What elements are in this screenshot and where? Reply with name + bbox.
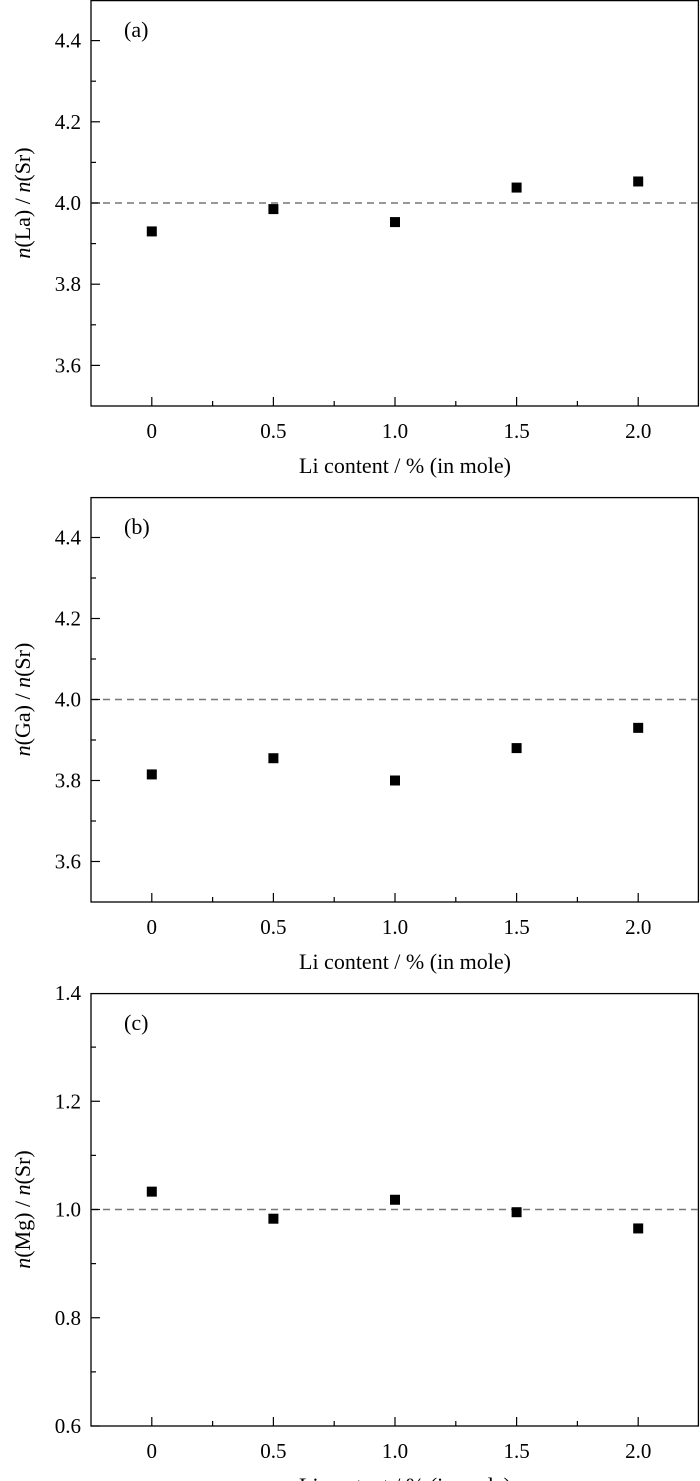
panel-label: (a) (124, 17, 148, 42)
x-tick-label: 0 (147, 915, 158, 939)
x-tick-label: 0.5 (260, 419, 286, 443)
x-tick-label: 1.5 (503, 915, 529, 939)
y-tick-label: 4.2 (55, 607, 81, 631)
data-point (511, 182, 522, 193)
panel-label: (c) (124, 1010, 148, 1035)
y-tick-label: 3.8 (55, 272, 81, 296)
data-point (268, 753, 279, 764)
data-point (146, 769, 157, 780)
data-point (633, 176, 644, 187)
data-point (146, 226, 157, 237)
chart-panel-2: 0 0.5 1.0 1.5 2.0 3.6 3.8 4.0 4.2 4.4 (b) Li conten… (10, 496, 700, 974)
y-axis-title-part: n (10, 1184, 35, 1195)
y-axis-title-part: n (10, 1258, 35, 1269)
x-axis-title: Li content / % (in mole) (299, 949, 511, 974)
y-tick-label: 4.0 (55, 688, 81, 712)
panel-label: (b) (124, 514, 150, 539)
y-tick-label: 0.6 (55, 1414, 81, 1438)
y-tick-label: 3.8 (55, 769, 81, 793)
y-axis-title-part: (Ga) / (10, 688, 35, 745)
chart-panel-3: 0 0.5 1.0 1.5 2.0 0.6 0.8 1.0 1.2 1.4 (c) Li conten… (10, 981, 700, 1481)
data-point (390, 217, 400, 228)
x-tick-label: 2.0 (625, 419, 651, 443)
y-axis-title-part: n (10, 677, 35, 688)
x-axis-title: Li content / % (in mole) (299, 1473, 511, 1481)
x-axis-title: Li content / % (in mole) (299, 453, 511, 478)
y-axis-title-part: (La) / (10, 193, 35, 248)
x-tick-label: 0 (147, 1439, 158, 1463)
y-axis-title-part: (Mg) / (10, 1195, 35, 1257)
x-tick-label: 0 (147, 419, 158, 443)
chart-panel-1: 0 0.5 1.0 1.5 2.0 3.6 3.8 4.0 4.2 4.4 (a) Li conten… (10, 0, 700, 478)
y-axis-title: n(Mg) / n(Sr) (10, 1150, 35, 1269)
y-axis-title-part: (Sr) (10, 1150, 35, 1184)
x-tick-label: 2.0 (625, 1439, 651, 1463)
data-point (390, 1194, 400, 1205)
y-axis-title: n(Ga) / n(Sr) (10, 643, 35, 757)
y-tick-label: 3.6 (55, 353, 81, 377)
y-tick-label: 4.2 (55, 110, 81, 134)
data-point (268, 1213, 279, 1224)
data-point (511, 1207, 522, 1218)
data-point (633, 722, 644, 733)
x-tick-label: 1.5 (503, 1439, 529, 1463)
y-tick-label: 3.6 (55, 850, 81, 874)
y-tick-label: 0.8 (55, 1306, 81, 1330)
y-axis-title-part: (Sr) (10, 643, 35, 677)
y-tick-label: 4.4 (55, 526, 82, 550)
y-axis-title-part: n (10, 745, 35, 756)
x-tick-label: 0.5 (260, 1439, 286, 1463)
x-tick-label: 0.5 (260, 915, 286, 939)
y-tick-label: 1.4 (55, 981, 82, 1005)
data-point (633, 1223, 644, 1234)
data-point (511, 743, 522, 754)
y-axis-title: n(La) / n(Sr) (10, 147, 35, 258)
y-axis-title-part: (Sr) (10, 147, 35, 181)
x-tick-label: 1.0 (382, 915, 408, 939)
y-tick-label: 4.4 (55, 29, 82, 53)
data-point (268, 204, 279, 215)
y-axis-title-part: n (10, 248, 35, 259)
x-tick-label: 1.0 (382, 419, 408, 443)
y-tick-label: 1.2 (55, 1089, 81, 1113)
x-tick-label: 1.5 (503, 419, 529, 443)
x-tick-label: 2.0 (625, 915, 651, 939)
data-point (390, 775, 400, 786)
y-axis-title-part: n (10, 182, 35, 193)
y-tick-label: 4.0 (55, 191, 81, 215)
x-tick-label: 1.0 (382, 1439, 408, 1463)
y-tick-label: 1.0 (55, 1198, 81, 1222)
data-point (146, 1186, 157, 1197)
